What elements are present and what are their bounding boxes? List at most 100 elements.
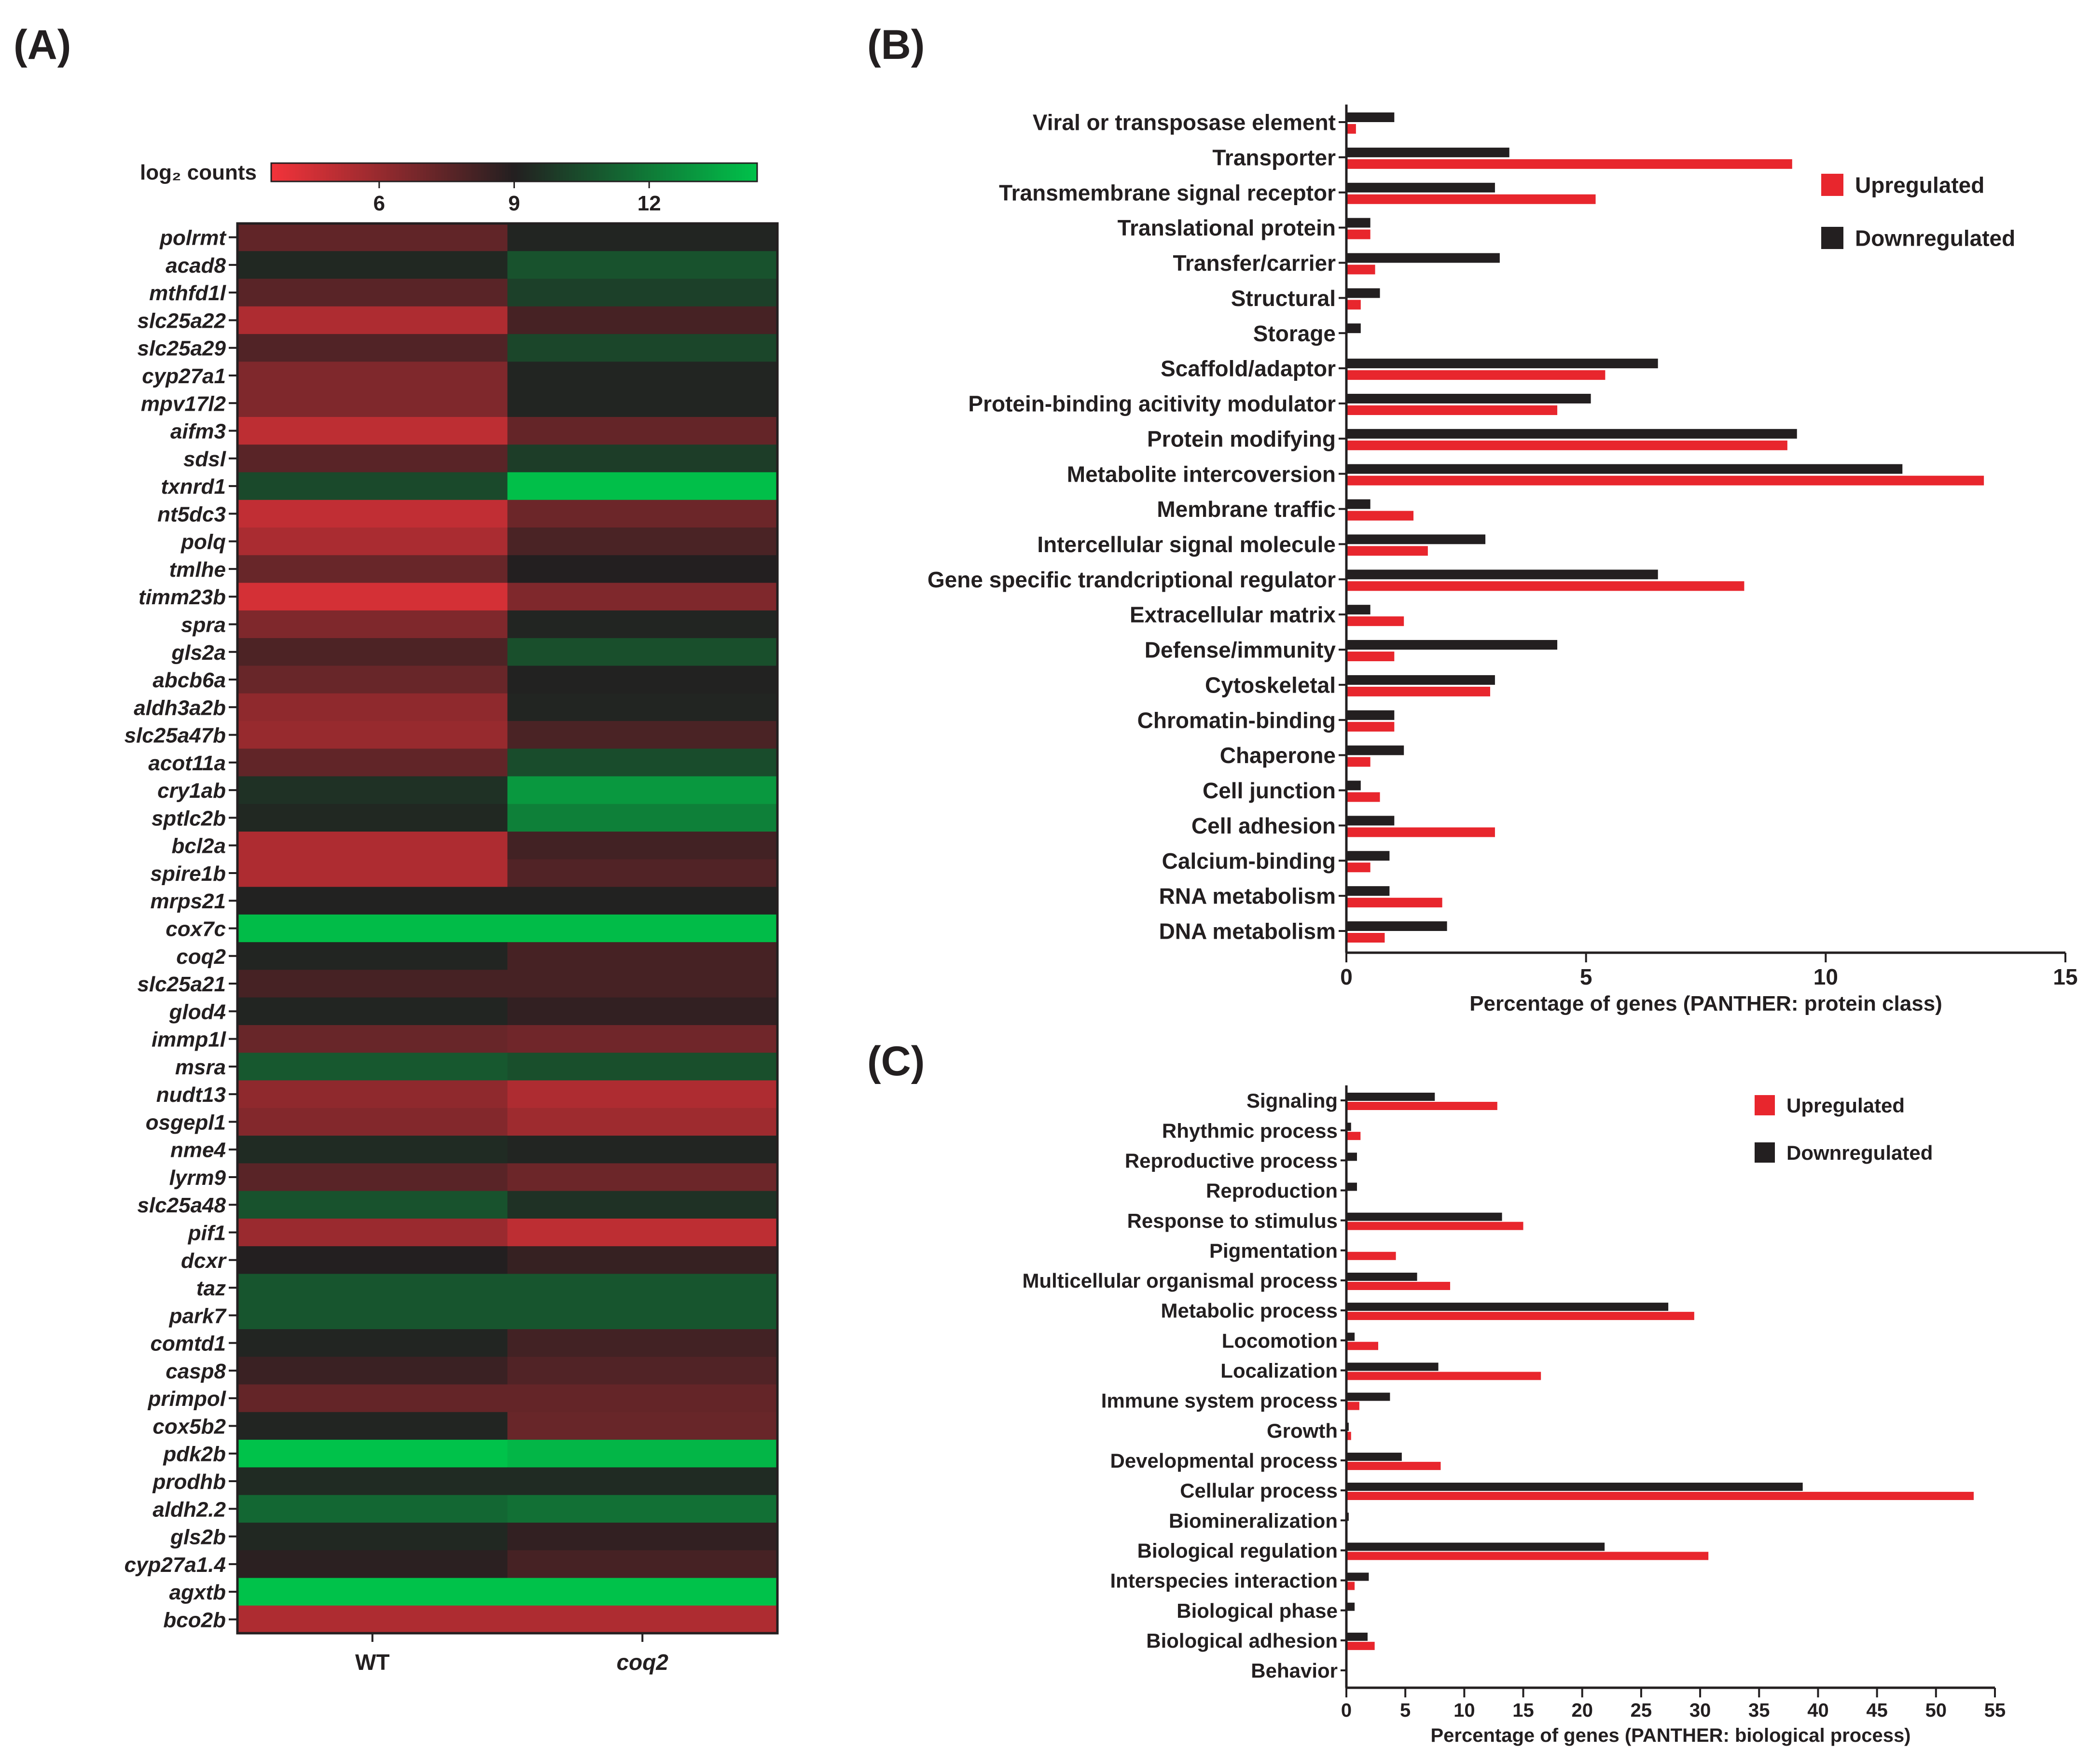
category-label: Biological regulation	[1137, 1539, 1338, 1562]
bar-upregulated	[1346, 1312, 1694, 1320]
heatmap-cell	[507, 638, 778, 666]
colorbar-segment	[417, 163, 421, 181]
colorbar-segment	[493, 163, 497, 181]
heatmap-cell	[507, 1246, 778, 1275]
colorbar-segment	[474, 163, 478, 181]
colorbar-segment	[748, 163, 752, 181]
colorbar-segment	[368, 163, 372, 181]
colorbar-segment	[599, 163, 603, 181]
category-label: Pigmentation	[1209, 1239, 1338, 1262]
row-label: pdk2b	[163, 1443, 226, 1466]
bar-upregulated	[1346, 1102, 1497, 1110]
heatmap-cell	[237, 1301, 508, 1330]
colorbar-segment	[359, 163, 363, 181]
colorbar-segment	[371, 163, 375, 181]
colorbar-segment	[432, 163, 436, 181]
category-label: Defense/immunity	[1145, 638, 1336, 663]
heatmap-cell	[507, 583, 778, 611]
bar-upregulated	[1346, 933, 1385, 943]
colorbar-segment	[720, 163, 724, 181]
colorbar-segment	[335, 163, 339, 181]
bar-downregulated	[1346, 1153, 1357, 1161]
category-label: Response to stimulus	[1127, 1209, 1338, 1232]
heatmap-cell	[237, 1550, 508, 1579]
category-label: Growth	[1267, 1419, 1338, 1442]
x-axis-title: Percentage of genes (PANTHER: protein cl…	[1469, 992, 1942, 1015]
row-label: slc25a47b	[125, 724, 226, 748]
bar-upregulated	[1346, 1492, 1974, 1500]
heatmap-cell	[237, 1080, 508, 1109]
heatmap-cell	[237, 1108, 508, 1136]
row-label: mpv17l2	[141, 392, 226, 416]
bar-upregulated	[1346, 898, 1442, 908]
bar-downregulated	[1346, 1602, 1355, 1611]
category-label: Translational protein	[1118, 215, 1336, 240]
colorbar-segment	[271, 163, 275, 181]
heatmap-cell	[507, 1301, 778, 1330]
row-label: polrmt	[159, 226, 227, 250]
heatmap-cell	[237, 804, 508, 832]
heatmap-cell	[507, 1467, 778, 1496]
heatmap-cell	[237, 528, 508, 556]
x-tick-label: 0	[1340, 964, 1353, 989]
colorbar-segment	[356, 163, 360, 181]
colorbar-segment	[526, 163, 530, 181]
category-label: Localization	[1220, 1360, 1338, 1382]
colorbar-segment	[490, 163, 494, 181]
colorbar-segment	[344, 163, 348, 181]
bar-downregulated	[1346, 1272, 1417, 1281]
colorbar-segment	[529, 163, 533, 181]
category-label: Biomineralization	[1169, 1509, 1338, 1532]
colorbar-segment	[735, 163, 740, 181]
category-label: Gene specific trandcriptional regulator	[927, 567, 1336, 592]
legend-label: Upregulated	[1786, 1094, 1905, 1117]
bar-upregulated	[1346, 194, 1596, 204]
colorbar-segment	[420, 163, 424, 181]
colorbar-segment	[365, 163, 369, 181]
category-label: Structural	[1231, 286, 1336, 311]
row-label: bco2b	[163, 1608, 226, 1632]
colorbar-segment	[486, 163, 490, 181]
heatmap-cell	[507, 251, 778, 279]
category-label: Scaffold/adaptor	[1161, 356, 1336, 381]
colorbar-segment	[754, 163, 758, 181]
x-tick-label: 15	[1512, 1700, 1534, 1721]
row-label: cox5b2	[152, 1415, 226, 1438]
row-label: nme4	[170, 1139, 226, 1162]
colorbar-segment	[469, 163, 472, 181]
row-label: slc25a29	[137, 337, 226, 361]
colorbar-segment	[711, 163, 715, 181]
bar-upregulated	[1346, 405, 1558, 415]
colorbar-segment	[329, 163, 332, 181]
colorbar-segment	[447, 163, 451, 181]
bar-downregulated	[1346, 1333, 1355, 1341]
bar-upregulated	[1346, 1431, 1351, 1440]
colorbar-segment	[593, 163, 597, 181]
colorbar-segment	[727, 163, 731, 181]
colorbar-segment	[423, 163, 427, 181]
category-label: Cell adhesion	[1191, 813, 1336, 838]
column-label: WT	[355, 1650, 390, 1675]
colorbar-segment	[620, 163, 624, 181]
bar-upregulated	[1346, 792, 1380, 802]
category-label: RNA metabolism	[1159, 884, 1336, 909]
bar-upregulated	[1346, 1402, 1359, 1410]
bar-downregulated	[1346, 605, 1370, 615]
category-label: Cellular process	[1180, 1479, 1338, 1502]
colorbar-segment	[563, 163, 567, 181]
bar-upregulated	[1346, 511, 1414, 521]
bar-downregulated	[1346, 359, 1658, 369]
heatmap-cell	[237, 1191, 508, 1219]
colorbar-segment	[341, 163, 345, 181]
category-label: Intercellular signal molecule	[1037, 532, 1336, 557]
heatmap-cell	[237, 1246, 508, 1275]
heatmap-cell	[237, 970, 508, 998]
bar-upregulated	[1346, 124, 1356, 134]
legend-swatch	[1755, 1095, 1775, 1115]
bar-upregulated	[1346, 652, 1395, 662]
heatmap-row-labels: polrmt acad8 mthfd1l slc25a22 slc25a29 cyp27a…	[125, 226, 237, 1632]
bar-downregulated	[1346, 710, 1395, 720]
colorbar-segment	[660, 163, 664, 181]
heatmap-cell	[507, 914, 778, 943]
heatmap-cell	[237, 638, 508, 666]
